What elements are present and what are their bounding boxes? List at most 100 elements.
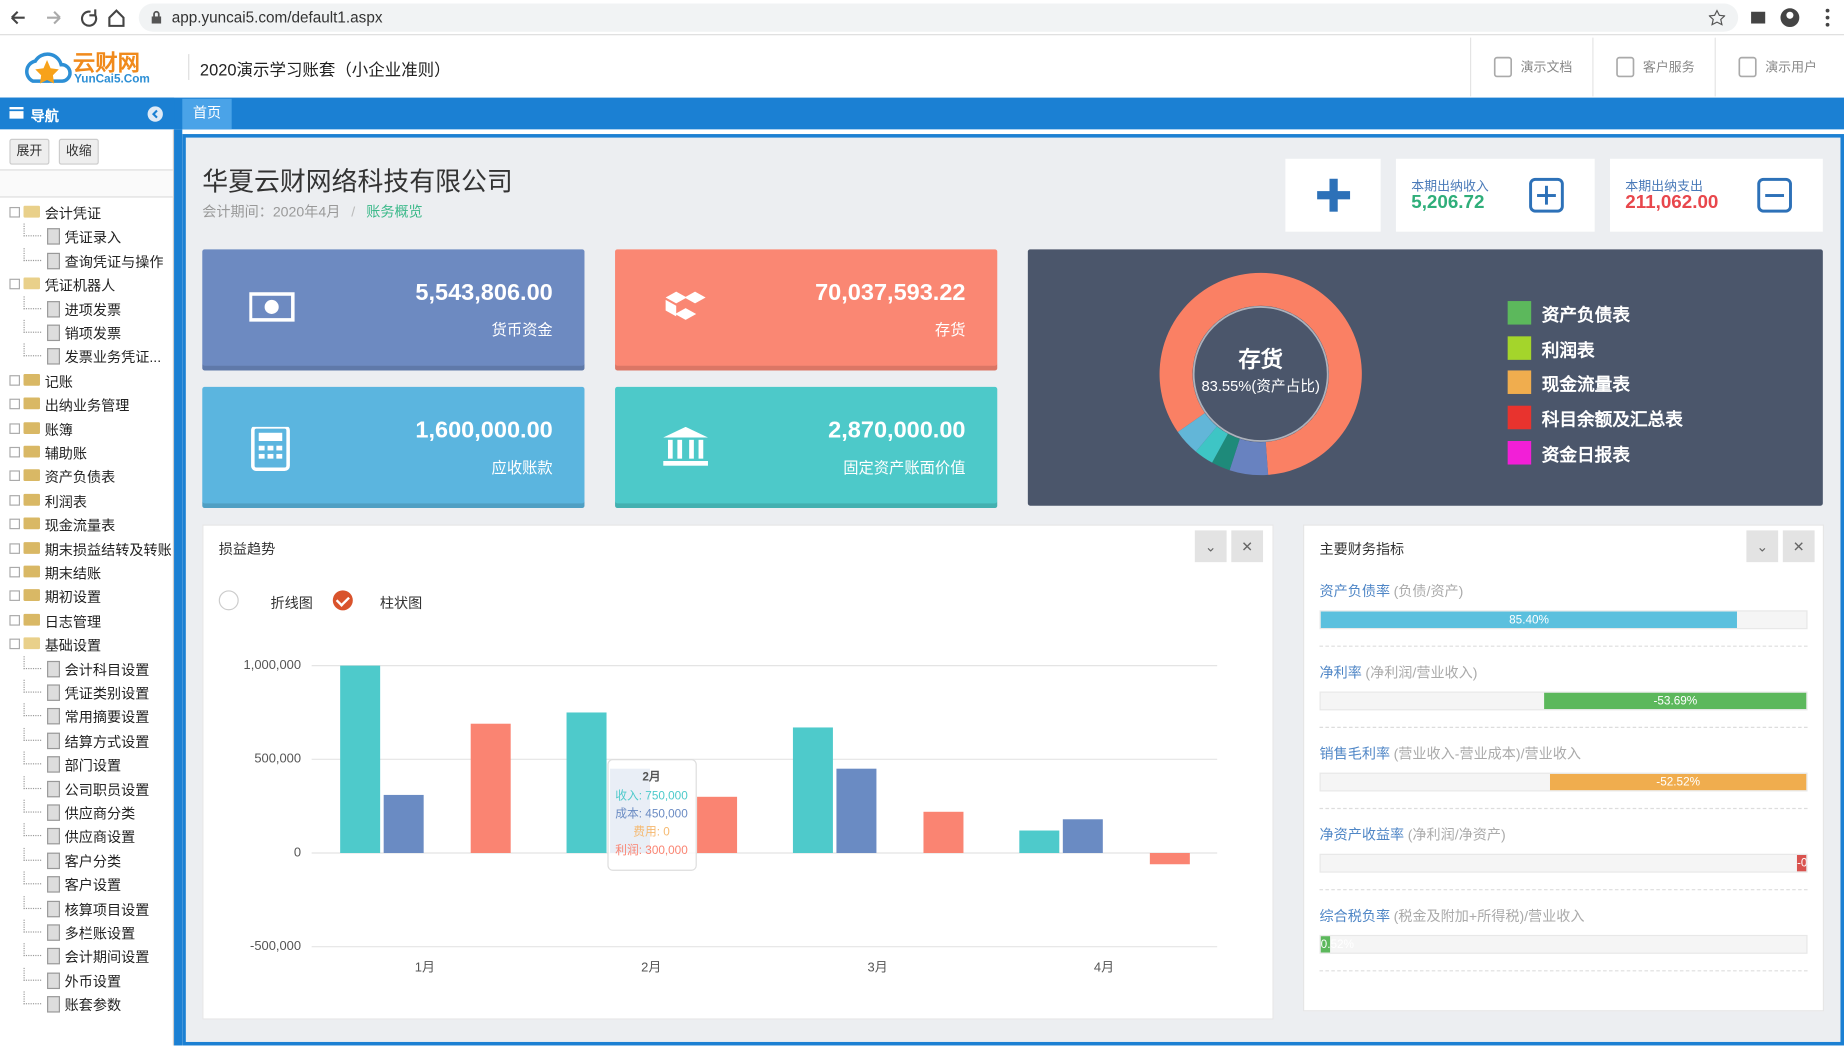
stat-card[interactable]: 1,600,000.00 应收账款 — [202, 386, 585, 509]
tree-toggle[interactable] — [9, 470, 20, 482]
indicator-formula: (负债/资产) — [1393, 583, 1464, 600]
progress-fill: -53.69% — [1544, 692, 1807, 710]
tree-node[interactable]: 外币设置 — [64, 973, 122, 990]
star-icon[interactable] — [1708, 9, 1726, 26]
toolbar-icons[interactable] — [1750, 7, 1837, 28]
tree-node[interactable]: 基础设置 — [44, 637, 102, 655]
folder-icon — [23, 541, 40, 554]
tree-node[interactable]: 公司职员设置 — [64, 781, 150, 799]
overview-link[interactable]: 账务概览 — [366, 203, 423, 220]
progress-fill: 0.52% — [1320, 936, 1354, 953]
tree-node[interactable]: 期初设置 — [44, 589, 102, 607]
tree-node[interactable]: 客户设置 — [64, 877, 122, 894]
progress-track: 0.52% — [1319, 934, 1808, 954]
tree-node[interactable]: 供应商分类 — [64, 805, 136, 823]
tree-node[interactable]: 账套参数 — [64, 997, 122, 1014]
stat-card[interactable]: 2,870,000.00 固定资产账面价值 — [615, 386, 998, 509]
tree-toggle[interactable] — [9, 494, 20, 506]
breadcrumb: 会计期间：2020年4月 / 账务概览 — [202, 201, 422, 221]
header-button-label: 演示用户 — [1765, 61, 1817, 76]
app-title: 2020演示学习账套（小企业准则） — [199, 59, 451, 79]
stat-card[interactable]: 5,543,806.00 货币资金 — [202, 249, 585, 371]
tree-node[interactable]: 会计凭证 — [44, 205, 102, 223]
sidebar-button[interactable]: 收缩 — [58, 138, 99, 165]
collapse-button[interactable]: ⌄ — [1194, 530, 1227, 563]
tab[interactable]: 首页 — [182, 98, 232, 130]
tree-node[interactable]: 凭证机器人 — [44, 277, 116, 295]
legend-label[interactable]: 资金日报表 — [1541, 445, 1630, 466]
legend-label[interactable]: 利润表 — [1541, 340, 1595, 361]
add-button[interactable] — [1285, 158, 1381, 232]
tree-node[interactable]: 供应商设置 — [64, 829, 136, 847]
tree-node[interactable]: 会计期间设置 — [64, 949, 150, 966]
sidebar-header: 导航 — [0, 97, 175, 130]
tree-node[interactable]: 查询凭证与操作 — [64, 253, 164, 271]
radio[interactable] — [332, 590, 353, 611]
cashier-card[interactable]: 本期出纳收入 5,206.72 — [1395, 158, 1595, 232]
tree-line — [23, 775, 42, 789]
indicator-formula: (净利润/净资产) — [1407, 826, 1506, 844]
indicator-title: 主要财务指标 — [1319, 540, 1405, 558]
url-box[interactable]: app.yuncai5.com/default1.aspx — [138, 3, 1739, 32]
legend-label[interactable]: 科目余额及汇总表 — [1541, 410, 1683, 431]
progress-track: -53.69% — [1319, 691, 1808, 711]
stat-card[interactable]: 70,037,593.22 存货 — [615, 249, 998, 371]
radio[interactable] — [218, 590, 239, 611]
splitter[interactable] — [174, 129, 183, 1046]
tree-node[interactable]: 销项发票 — [64, 325, 122, 343]
tree-node[interactable]: 现金流量表 — [44, 517, 116, 535]
tree-node[interactable]: 客户分类 — [64, 853, 122, 871]
tree-node[interactable]: 记账 — [44, 373, 73, 391]
tree-node[interactable]: 常用摘要设置 — [64, 709, 150, 727]
tree-node[interactable]: 利润表 — [44, 493, 88, 511]
tree-node[interactable]: 日志管理 — [44, 613, 102, 631]
tree-node[interactable]: 凭证类别设置 — [64, 685, 150, 703]
tree-line — [23, 247, 42, 261]
progress-label: -53.69% — [1653, 695, 1698, 708]
tree-node[interactable]: 发票业务凭证... — [64, 349, 162, 367]
browser-bar: app.yuncai5.com/default1.aspx — [0, 0, 1844, 36]
indicator-name: 资产负债率 — [1319, 583, 1391, 600]
tree-toggle[interactable] — [9, 590, 20, 602]
tree-toggle[interactable] — [9, 446, 20, 458]
tree-node[interactable]: 核算项目设置 — [64, 901, 150, 918]
sidebar-button[interactable]: 展开 — [9, 138, 50, 165]
header-button[interactable]: 演示用户 — [1714, 37, 1838, 97]
legend-label[interactable]: 资产负债表 — [1541, 305, 1630, 326]
header-button[interactable]: 演示文档 — [1470, 37, 1593, 97]
tree-node[interactable]: 部门设置 — [64, 757, 122, 775]
tree-node[interactable]: 结算方式设置 — [64, 733, 150, 751]
stat-value: 70,037,593.22 — [815, 279, 966, 306]
tree-node[interactable]: 进项发票 — [64, 301, 122, 319]
tree-toggle[interactable] — [9, 278, 20, 290]
tree-toggle[interactable] — [9, 374, 20, 386]
tree-node[interactable]: 期末结账 — [44, 565, 102, 583]
tree-toggle[interactable] — [9, 398, 20, 410]
tree-toggle[interactable] — [9, 542, 20, 554]
tree-node[interactable]: 辅助账 — [44, 445, 88, 463]
url: app.yuncai5.com/default1.aspx — [171, 8, 383, 26]
collapse-button[interactable]: ⌄ — [1746, 530, 1779, 563]
tree-node[interactable]: 账簿 — [44, 421, 73, 439]
tree-node[interactable]: 多栏账设置 — [64, 925, 136, 942]
file-icon — [47, 780, 60, 797]
close-button[interactable]: ✕ — [1231, 530, 1264, 563]
close-button[interactable]: ✕ — [1782, 530, 1815, 563]
tree-toggle[interactable] — [9, 206, 20, 218]
tree-toggle[interactable] — [9, 422, 20, 434]
collapse-icon[interactable] — [147, 106, 163, 122]
tree-node[interactable]: 出纳业务管理 — [44, 397, 130, 415]
legend-label[interactable]: 现金流量表 — [1541, 375, 1630, 396]
legend-swatch — [1507, 370, 1532, 395]
tree-toggle[interactable] — [9, 614, 20, 626]
tree-toggle[interactable] — [9, 518, 20, 530]
cashier-card[interactable]: 本期出纳支出 211,062.00 — [1609, 158, 1823, 232]
tree-toggle[interactable] — [9, 638, 20, 650]
tree-node[interactable]: 期末损益结转及转账 — [44, 541, 172, 559]
tree-node[interactable]: 资产负债表 — [44, 469, 116, 487]
header-button[interactable]: 客户服务 — [1592, 37, 1715, 97]
tree-toggle[interactable] — [9, 566, 20, 578]
tree-node[interactable]: 会计科目设置 — [64, 661, 150, 679]
tree-node[interactable]: 凭证录入 — [64, 229, 122, 247]
